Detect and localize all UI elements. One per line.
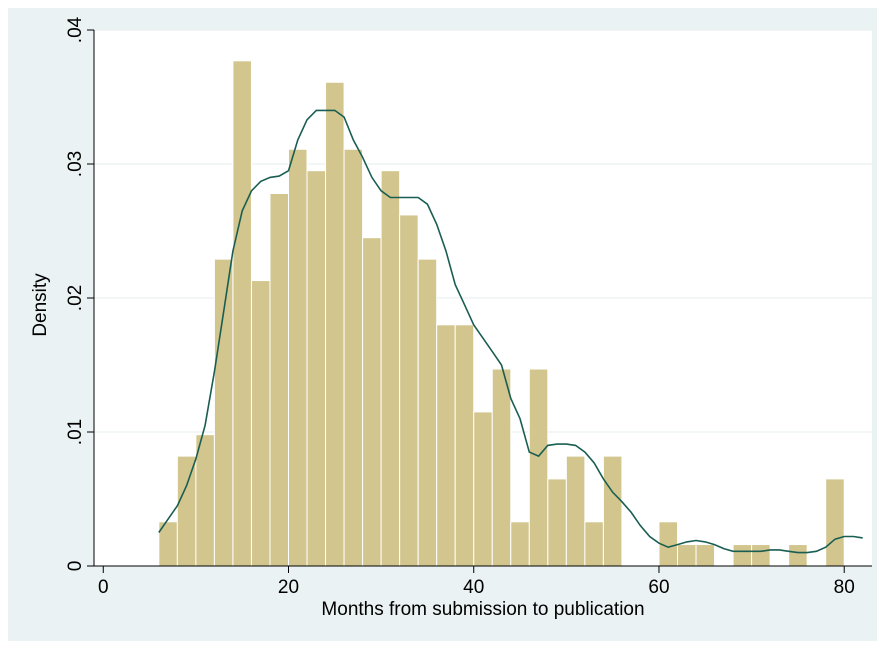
histogram-bar	[195, 434, 215, 567]
histogram-bar	[565, 455, 586, 567]
histogram-bar	[751, 544, 771, 567]
histogram-bar	[362, 237, 382, 567]
histogram-bar	[491, 368, 512, 567]
histogram-bar	[695, 544, 716, 567]
histogram-bar	[732, 544, 753, 567]
histogram-bar	[417, 258, 438, 567]
x-axis-label: Months from submission to publication	[321, 599, 644, 620]
histogram-bar	[473, 411, 493, 567]
y-tick-label: .04	[65, 16, 86, 43]
histogram-bar	[176, 455, 197, 567]
histogram-bar	[825, 478, 845, 567]
histogram-bar	[510, 521, 530, 567]
y-tick-label: .01	[65, 419, 86, 445]
histogram-bar	[677, 544, 697, 567]
histogram-bar	[288, 148, 308, 567]
density-curve	[158, 109, 863, 554]
histogram-bar	[454, 324, 475, 567]
histogram-bar	[325, 81, 345, 567]
histogram-bar	[547, 478, 567, 567]
histogram-bars	[158, 60, 845, 567]
y-tick-label: .03	[65, 151, 86, 177]
histogram-bar	[250, 280, 271, 567]
y-axis-ticks: 0 .01 .02 .03 .04	[65, 16, 94, 571]
x-tick-label: 20	[278, 577, 299, 598]
histogram-bar	[306, 170, 327, 567]
histogram-bar	[213, 258, 234, 567]
x-tick-label: 80	[834, 577, 855, 598]
histogram-bar	[584, 521, 604, 567]
histogram-bar	[788, 544, 808, 567]
y-axis-label: Density	[30, 273, 51, 337]
histogram-bar	[399, 214, 419, 567]
x-axis-ticks: 0 20 40 60 80	[98, 566, 855, 598]
histogram-bar	[269, 192, 290, 567]
y-tick-label: 0	[65, 561, 86, 572]
x-tick-label: 40	[463, 577, 484, 598]
x-tick-label: 60	[648, 577, 669, 598]
y-tick-label: .02	[65, 285, 86, 311]
histogram-bar	[380, 170, 401, 567]
histogram-bar	[602, 455, 623, 567]
x-tick-label: 0	[98, 577, 109, 598]
histogram-bar	[232, 60, 252, 567]
histogram-bar	[528, 368, 549, 567]
histogram-bar	[343, 148, 364, 567]
histogram-bar	[436, 324, 456, 567]
